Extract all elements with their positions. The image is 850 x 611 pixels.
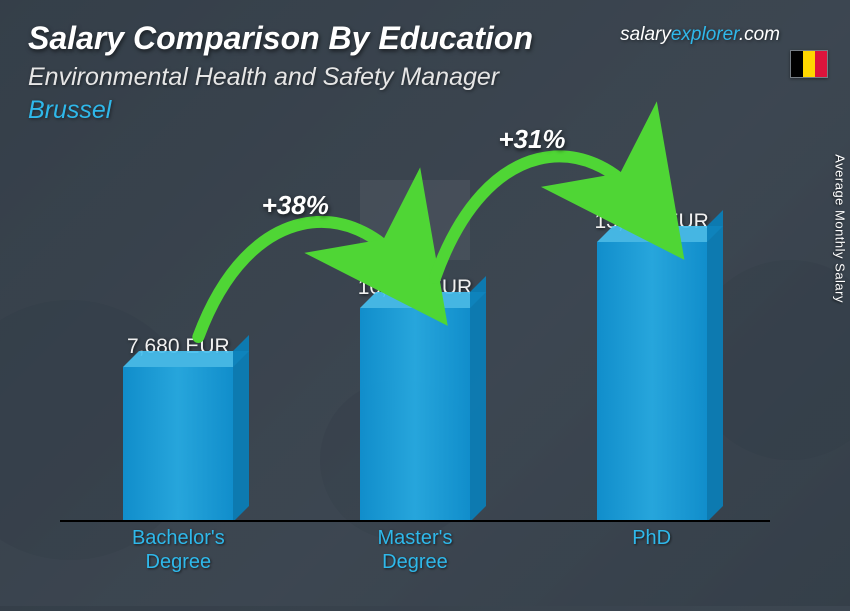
category-label-2: PhD bbox=[572, 526, 732, 582]
bars-container: 7,680 EUR 10,600 EUR 13,900 EUR bbox=[60, 150, 770, 522]
category-label-0: Bachelor'sDegree bbox=[98, 526, 258, 582]
chart-subtitle: Environmental Health and Safety Manager bbox=[28, 63, 822, 92]
chart-baseline bbox=[60, 520, 770, 522]
chart-title: Salary Comparison By Education bbox=[28, 20, 822, 57]
category-label-1: Master'sDegree bbox=[335, 526, 495, 582]
header: Salary Comparison By Education Environme… bbox=[0, 0, 850, 125]
category-labels: Bachelor'sDegree Master'sDegree PhD bbox=[60, 526, 770, 582]
chart-location: Brussel bbox=[28, 96, 822, 125]
bar-slot-1: 10,600 EUR bbox=[335, 276, 495, 522]
bar-chart: 7,680 EUR 10,600 EUR 13,900 EUR Bachelor's… bbox=[60, 150, 770, 582]
bar-0 bbox=[123, 367, 233, 522]
bar-1 bbox=[360, 308, 470, 522]
y-axis-label: Average Monthly Salary bbox=[833, 154, 848, 303]
bar-slot-0: 7,680 EUR bbox=[98, 335, 258, 522]
bar-slot-2: 13,900 EUR bbox=[572, 210, 732, 522]
bar-2 bbox=[597, 242, 707, 522]
